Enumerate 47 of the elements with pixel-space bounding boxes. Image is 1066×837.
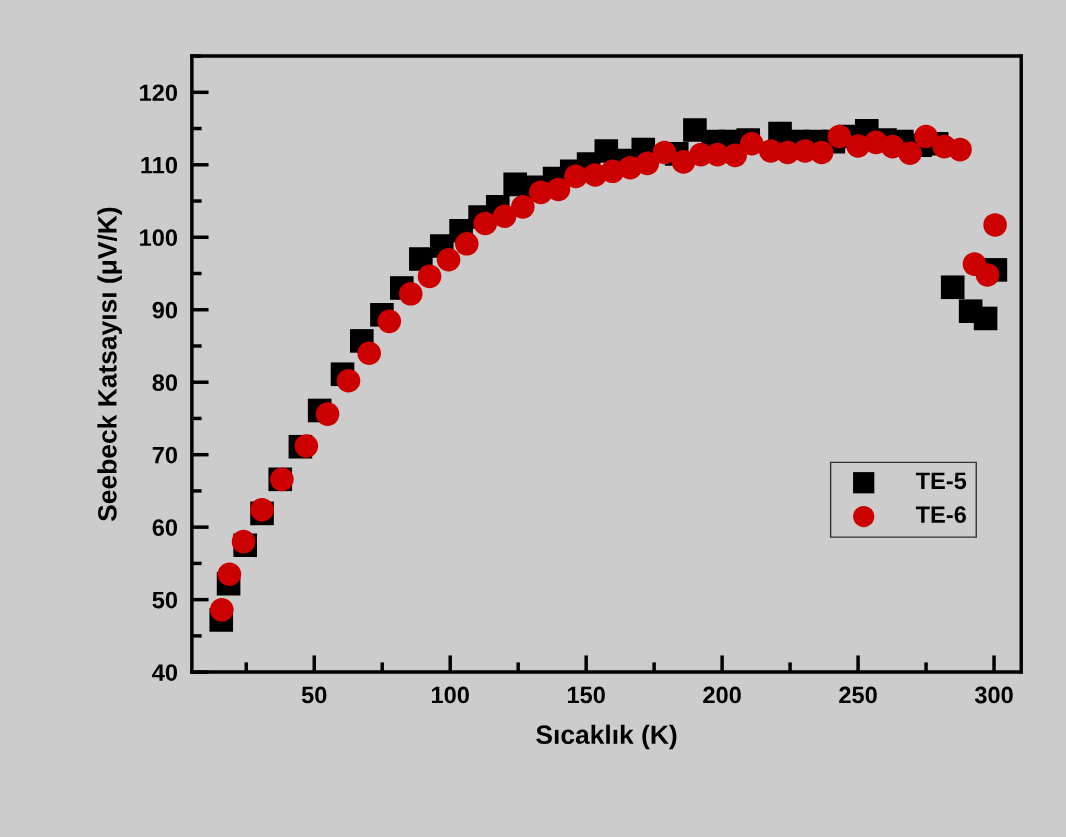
- point: [914, 124, 938, 149]
- legend-label: TE-6: [915, 506, 966, 523]
- y-tick-label: 110: [141, 156, 178, 174]
- x-tick-label: 250: [839, 686, 877, 704]
- x-tick-label: 100: [431, 686, 469, 704]
- y-tick-label: 80: [152, 374, 178, 391]
- point: [940, 275, 965, 300]
- point: [809, 140, 834, 165]
- point: [209, 597, 234, 622]
- y-tick-label: 40: [152, 664, 178, 681]
- y-tick-label: 70: [152, 446, 178, 464]
- point: [546, 177, 571, 202]
- point: [315, 402, 340, 426]
- point: [898, 141, 922, 165]
- x-tick-label: 50: [301, 686, 327, 704]
- point: [948, 137, 972, 162]
- point: [357, 341, 381, 366]
- point: [492, 204, 517, 229]
- x-axis-title: Sıcaklık (K): [536, 724, 677, 750]
- y-tick-label: 120: [140, 84, 178, 102]
- point: [473, 211, 498, 236]
- y-tick-label: 50: [152, 591, 178, 609]
- point: [973, 306, 998, 331]
- point: [377, 309, 402, 334]
- legend-label: TE-5: [915, 472, 967, 490]
- x-tick-label: 300: [974, 686, 1013, 704]
- point: [652, 140, 677, 165]
- point: [336, 368, 361, 393]
- point: [723, 143, 747, 168]
- point: [827, 124, 852, 149]
- point: [983, 213, 1007, 237]
- y-axis-title: Seebeck Katsayısı (μV/K): [97, 207, 122, 522]
- y-tick-label: 60: [152, 519, 178, 536]
- point: [635, 151, 660, 176]
- point: [436, 247, 461, 272]
- point: [454, 231, 479, 256]
- x-tick-label: 200: [703, 686, 741, 704]
- point: [564, 164, 588, 189]
- point: [511, 195, 535, 219]
- point: [398, 281, 423, 306]
- point: [217, 562, 242, 587]
- y-tick-label: 90: [152, 301, 178, 319]
- y-tick-label: 100: [140, 229, 178, 247]
- x-tick-label: 150: [567, 686, 605, 704]
- point: [294, 434, 319, 458]
- point: [975, 263, 1000, 287]
- point: [417, 264, 442, 289]
